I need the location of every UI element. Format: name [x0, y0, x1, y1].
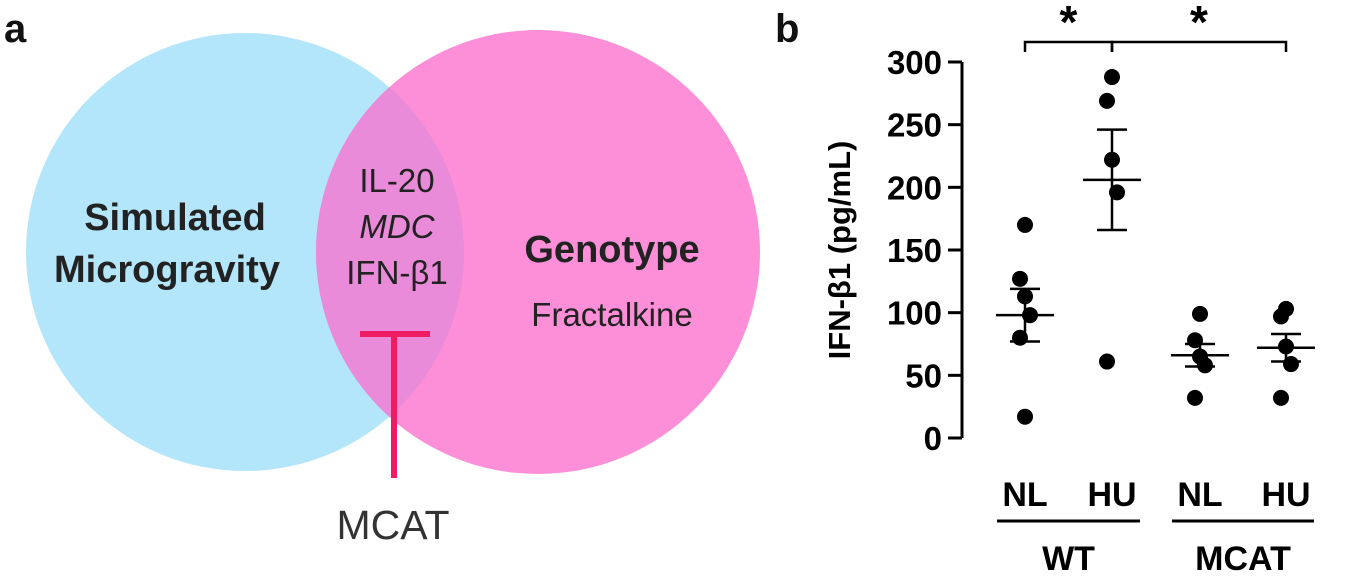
- venn-right-item: Fractalkine: [531, 296, 692, 333]
- data-point: [1017, 408, 1033, 425]
- y-tick-label: 0: [924, 420, 942, 457]
- y-axis-title: IFN-β1 (pg/mL): [822, 141, 857, 360]
- y-tick-label: 50: [905, 357, 942, 394]
- y-tick-label: 250: [887, 107, 942, 144]
- group-label: WT: [1042, 540, 1095, 576]
- data-point: [1104, 69, 1120, 86]
- group-label: MCAT: [1195, 540, 1291, 576]
- category-label: NL: [1002, 476, 1047, 514]
- data-point: [1273, 308, 1289, 325]
- data-point: [1099, 92, 1115, 109]
- y-tick-label: 150: [887, 232, 942, 269]
- venn-left-label-line2: Microgravity: [54, 249, 280, 291]
- inhibitor-symbol: [360, 331, 430, 478]
- venn-overlap-item-il20: IL-20: [359, 162, 434, 199]
- category-label: HU: [1261, 476, 1310, 514]
- significance-marker: *: [1060, 0, 1078, 48]
- venn-overlap-region: [316, 33, 464, 471]
- panel-letter-a: a: [4, 7, 27, 51]
- inhibitor-label: MCAT: [336, 502, 449, 548]
- data-point: [1273, 389, 1289, 406]
- y-tick-label: 300: [887, 44, 942, 81]
- venn-right-label: Genotype: [524, 229, 699, 271]
- data-point: [1017, 216, 1033, 233]
- data-point: [1012, 270, 1028, 287]
- venn-overlap-item-ifnb1: IFN-β1: [346, 254, 447, 291]
- significance-bracket: [1110, 40, 1288, 52]
- venn-left-label-line1: Simulated: [84, 197, 266, 239]
- category-label: NL: [1177, 476, 1222, 514]
- data-point: [1099, 353, 1115, 370]
- panel-letter-b: b: [775, 7, 799, 51]
- y-tick-label: 100: [887, 295, 942, 332]
- venn-overlap-item-mdc: MDC: [359, 208, 435, 245]
- chart-layer: 0 50 100 150 200 250 300 NL HU WT NL HU MCAT * *: [887, 0, 1315, 576]
- dot-plot-panel: b IFN-β1 (pg/mL) 0 50 100 150 200 250 300 NL HU W…: [775, 0, 1315, 576]
- venn-panel: a Simulated Microgravity Genotype Fracta…: [4, 7, 760, 548]
- significance-marker: *: [1190, 0, 1208, 48]
- category-label: HU: [1087, 476, 1136, 514]
- y-tick-label: 200: [887, 169, 942, 206]
- data-point: [1192, 305, 1208, 322]
- data-point: [1187, 389, 1203, 406]
